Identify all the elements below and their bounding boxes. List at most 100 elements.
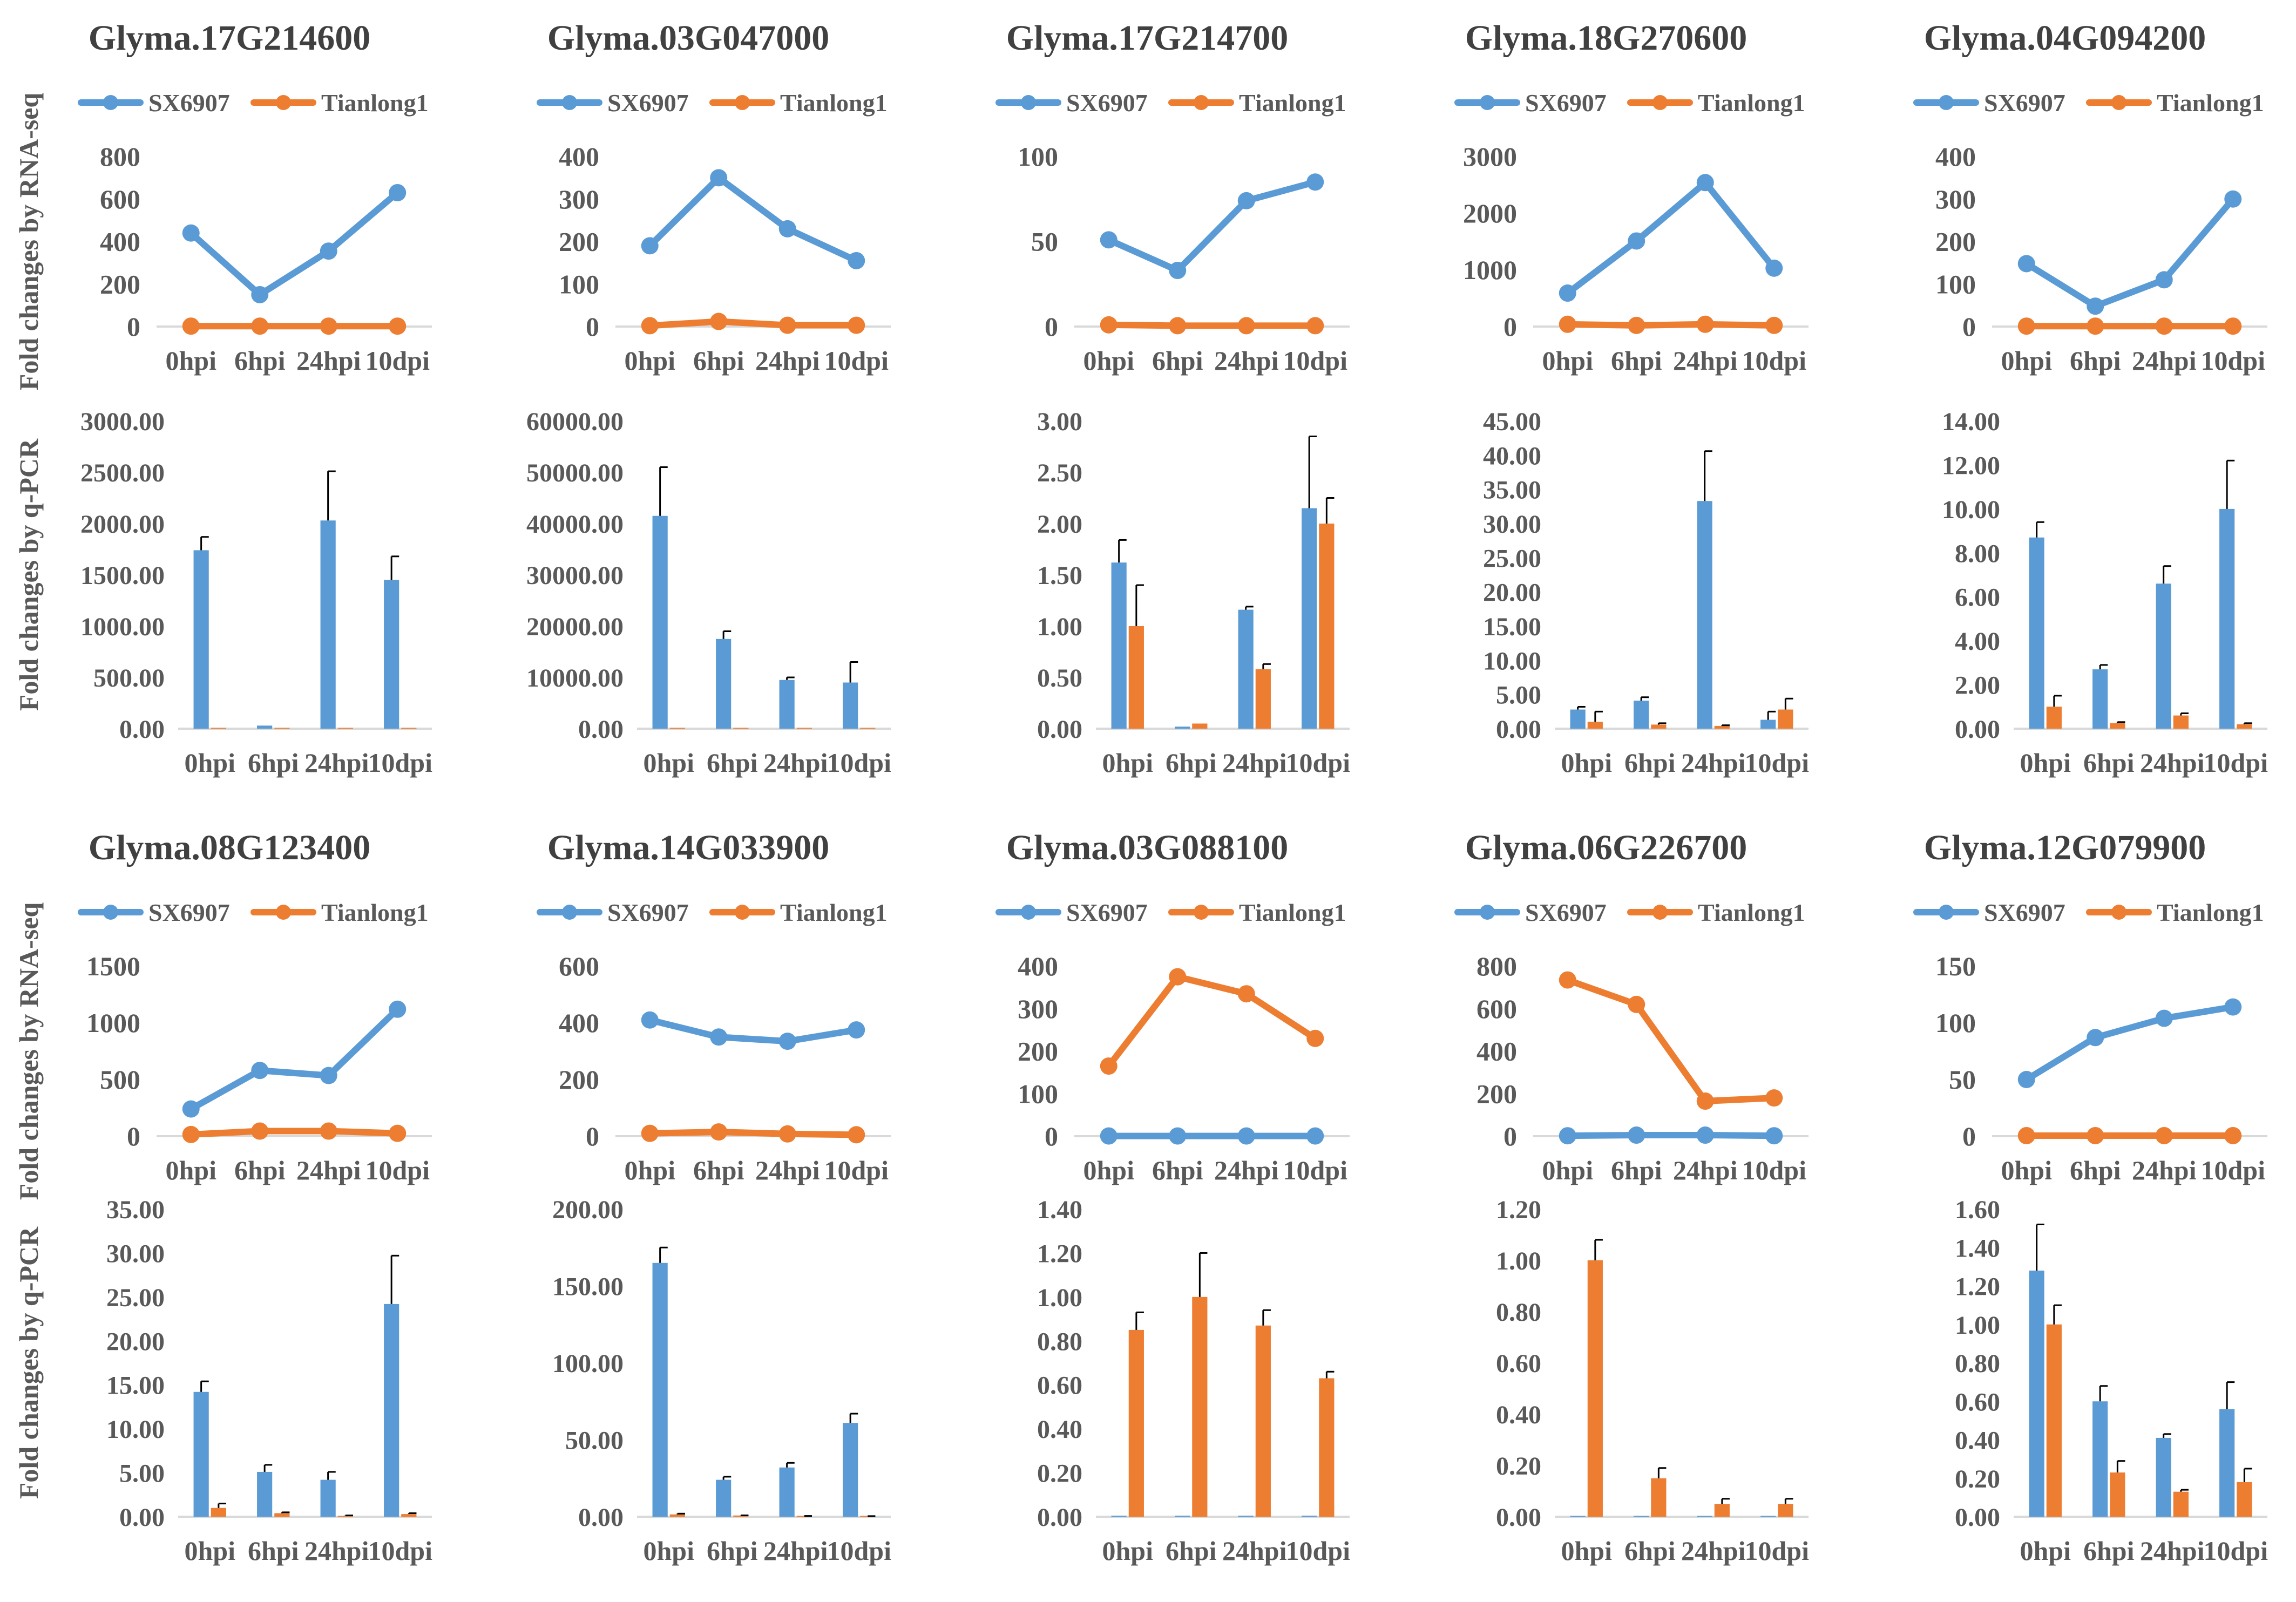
data-point-sx6907 [710,169,728,187]
data-point-sx6907 [320,242,337,260]
data-point-tianlong1 [1628,995,1645,1013]
y-tick-label: 25.00 [106,1284,165,1312]
x-tick-label: 0hpi [1561,748,1612,778]
chart-title: Glyma.04G094200 [1924,18,2206,58]
bar-sx6907 [1111,1515,1127,1517]
y-tick-label: 1.00 [1037,1284,1082,1312]
y-tick-label: 0.40 [1955,1427,2000,1455]
bar-sx6907 [1238,609,1254,729]
data-point-tianlong1 [2017,1126,2035,1144]
y-tick-label: 800 [1477,951,1517,981]
y-tick-label: 10.00 [1942,495,2000,524]
x-tick-label: 10dpi [2200,1155,2265,1185]
x-tick-label: 0hpi [1102,748,1153,778]
y-tick-label: 1.00 [1955,1311,2000,1340]
data-point-tianlong1 [182,1125,200,1143]
legend-label-tianlong1: Tianlong1 [780,89,888,117]
legend-marker-tianlong1 [735,905,750,920]
bar-sx6907 [716,1479,732,1517]
y-tick-label: 0.80 [1955,1349,2000,1378]
y-tick-label: 5.00 [1496,681,1541,710]
y-tick-label: 1.60 [1955,1196,2000,1224]
bar-tianlong1 [1714,1504,1730,1517]
y-tick-label: 3000.00 [80,408,165,436]
x-tick-label: 6hpi [248,1536,299,1566]
bar-tianlong1 [1587,1260,1603,1517]
bar-sx6907 [2092,669,2108,729]
y-tick-label: 30000.00 [526,561,624,590]
data-point-tianlong1 [641,317,659,335]
y-tick-label: 150.00 [552,1273,624,1301]
x-tick-label: 6hpi [2083,748,2135,778]
x-tick-label: 10dpi [368,748,432,778]
x-tick-label: 0hpi [1102,1536,1153,1566]
y-tick-label: 200 [559,1064,599,1095]
x-tick-label: 6hpi [1152,345,1203,376]
y-tick-label: 600 [100,184,140,214]
x-tick-label: 0hpi [2020,1536,2071,1566]
bar-tianlong1 [2046,707,2062,729]
y-tick-label: 40.00 [1483,442,1541,470]
y-tick-label: 100 [1935,269,1976,299]
bar-tianlong1 [1319,1378,1335,1517]
y-tick-label: 2.50 [1037,459,1082,487]
bar-tianlong1 [1319,524,1335,729]
y-tick-label: 300 [559,184,599,214]
series-line-sx6907 [2024,196,2236,310]
y-tick-label: 0.00 [578,715,624,744]
x-tick-label: 10dpi [1744,748,1809,778]
bar-tianlong1 [2110,723,2125,729]
y-tick-label: 0 [127,1121,140,1151]
x-tick-label: 24hpi [2140,1536,2205,1566]
bar-tianlong1 [2237,724,2252,729]
data-point-sx6907 [2224,998,2242,1016]
panel-r1c4-rna: Glyma.18G270600 SX6907 Tianlong1 0 1000 2000 3… [1454,18,1809,376]
x-tick-label: 0hpi [624,345,675,376]
data-point-tianlong1 [848,1126,865,1144]
bar-sx6907 [1302,1515,1317,1517]
data-point-tianlong1 [1237,317,1255,335]
legend-label-tianlong1: Tianlong1 [1698,89,1805,117]
y-tick-label: 500.00 [93,664,165,693]
y-tick-label: 1.50 [1037,561,1082,590]
bar-tianlong1 [401,728,417,729]
x-tick-label: 0hpi [1561,1536,1612,1566]
data-point-tianlong1 [2155,317,2173,335]
bar-sx6907 [716,639,732,729]
bar-sx6907 [1238,1515,1254,1517]
data-point-tianlong1 [710,1123,728,1141]
x-tick-label: 24hpi [755,1155,820,1185]
bar-sx6907 [2219,508,2235,729]
panel-r2c2-qpcr: 0.00 50.00 100.00 150.00 200.00 0hpi 6hpi 24hpi… [552,1196,891,1566]
y-axis-label: Fold changes by q-PCR [13,1226,44,1499]
bar-tianlong1 [860,728,876,729]
bar-tianlong1 [669,728,685,729]
bar-tianlong1 [1651,724,1667,729]
y-tick-label: 0 [586,311,599,342]
bar-sx6907 [1175,727,1190,729]
chart-title: Glyma.03G088100 [1006,828,1289,867]
x-tick-label: 6hpi [1611,345,1662,376]
y-axis-label: Fold changes by q-PCR [13,438,44,711]
y-tick-label: 1000.00 [80,613,165,641]
y-tick-label: 10.00 [1483,647,1541,675]
y-tick-label: 300 [1935,184,1976,214]
y-tick-label: 300 [1018,994,1058,1024]
data-point-tianlong1 [2224,1126,2242,1144]
data-point-tianlong1 [2017,317,2035,335]
legend-label-sx6907: SX6907 [1525,89,1607,117]
series-line-sx6907 [188,190,400,298]
data-point-tianlong1 [1169,968,1187,986]
x-tick-label: 6hpi [1166,1536,1217,1566]
series-line-tianlong1 [1567,321,1775,329]
legend-marker-sx6907 [562,905,577,920]
x-tick-label: 10dpi [1283,1155,1347,1185]
x-tick-label: 24hpi [296,345,361,376]
data-point-sx6907 [2087,297,2104,315]
legend-label-tianlong1: Tianlong1 [1239,89,1346,117]
data-point-tianlong1 [1237,985,1255,1003]
bar-tianlong1 [274,1513,290,1517]
series-line-sx6907 [649,1016,857,1045]
y-tick-label: 3000 [1463,141,1517,172]
data-point-sx6907 [182,224,200,242]
